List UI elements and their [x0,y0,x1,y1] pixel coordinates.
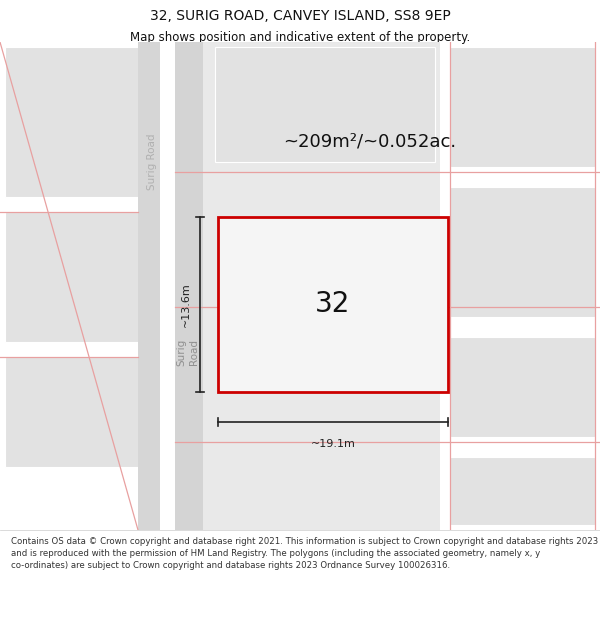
Text: Map shows position and indicative extent of the property.: Map shows position and indicative extent… [130,31,470,44]
Text: ~19.1m: ~19.1m [311,439,355,449]
Bar [138,42,160,530]
Bar [5,47,140,197]
Bar [450,457,595,525]
Text: 32, SURIG ROAD, CANVEY ISLAND, SS8 9EP: 32, SURIG ROAD, CANVEY ISLAND, SS8 9EP [149,9,451,23]
Bar [450,47,595,167]
Text: Surig Road: Surig Road [147,134,157,190]
Bar [5,212,140,342]
Bar [450,337,595,437]
Bar [215,47,435,162]
Text: ~13.6m: ~13.6m [181,282,191,327]
Text: ~209m²/~0.052ac.: ~209m²/~0.052ac. [283,133,457,151]
Bar [175,42,203,530]
Text: Contains OS data © Crown copyright and database right 2021. This information is : Contains OS data © Crown copyright and d… [11,537,598,570]
Text: Surig
Road: Surig Road [177,338,199,366]
Bar [5,357,140,467]
Text: 32: 32 [316,291,350,319]
Bar [450,187,595,317]
Bar [218,217,448,392]
Bar [175,42,440,530]
